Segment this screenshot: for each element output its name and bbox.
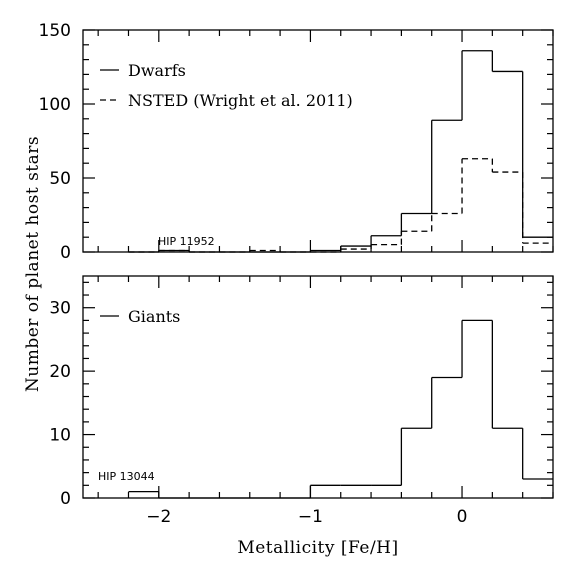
y-tick-label: 30: [49, 299, 71, 319]
x-axis-title: Metallicity [Fe/H]: [237, 538, 398, 558]
y-axis-title: Number of planet host stars: [23, 136, 43, 392]
top-axis-ticks: [83, 29, 554, 253]
top-legend: Dwarfs NSTED (Wright et al. 2011): [100, 61, 353, 110]
y-tick-label: 20: [49, 362, 71, 382]
bottom-panel: 0 10 20 30 −2 −1 0 Giants HIP 13044: [49, 275, 554, 527]
bottom-histograms: [128, 319, 553, 499]
bottom-plot-frame: [82, 275, 554, 499]
legend-dwarfs-label: Dwarfs: [128, 61, 186, 80]
y-tick-label: 0: [60, 243, 71, 263]
top-y-tick-labels: 0 50 100 150: [39, 21, 71, 263]
top-plot-frame: [82, 29, 554, 253]
y-tick-label: 150: [39, 21, 71, 41]
legend-giants-label: Giants: [128, 307, 180, 326]
x-tick-label: 0: [457, 507, 468, 527]
x-tick-label: −1: [298, 507, 323, 527]
bottom-legend: Giants: [100, 307, 180, 326]
top-histograms: [128, 50, 553, 253]
annotation-hip-11952: HIP 11952: [158, 235, 215, 248]
y-tick-label: 10: [49, 426, 71, 446]
legend-nsted-label: NSTED (Wright et al. 2011): [128, 91, 353, 110]
y-tick-label: 50: [49, 169, 71, 189]
y-tick-label: 0: [60, 489, 71, 509]
x-tick-label: −2: [146, 507, 171, 527]
y-tick-label: 100: [39, 95, 71, 115]
top-panel: 0 50 100 150 Dwarfs NSTED (Wright et al. 20…: [39, 21, 554, 263]
annotation-hip-13044: HIP 13044: [98, 470, 155, 483]
bottom-tick-labels: 0 10 20 30 −2 −1 0: [49, 299, 467, 527]
